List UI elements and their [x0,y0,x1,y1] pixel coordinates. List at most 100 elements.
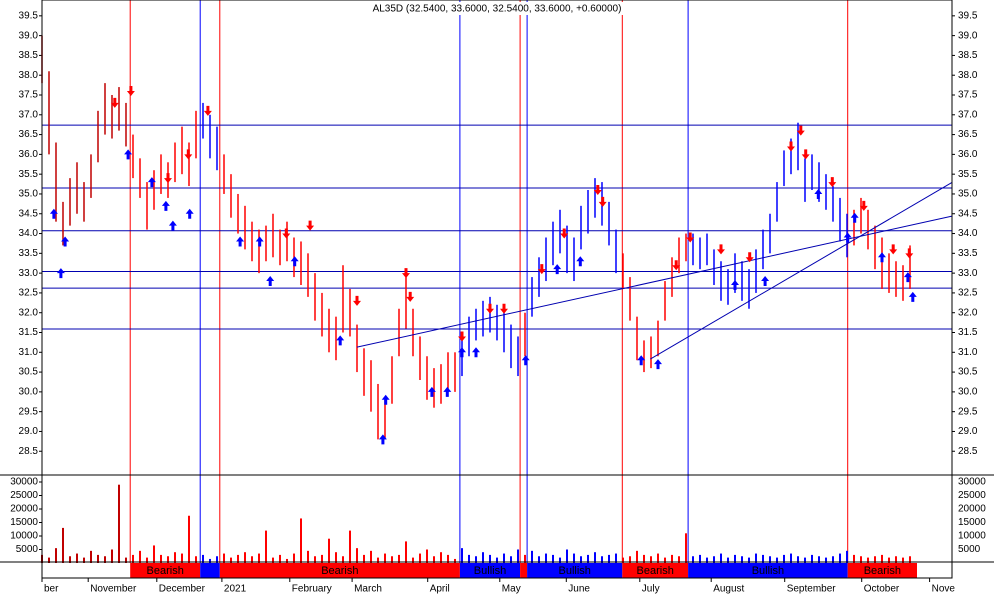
signal-arrow [878,252,886,263]
y-tick-label: 39.5 [19,10,39,21]
volume-tick-label: 15000 [10,517,38,528]
regime-band [219,563,460,578]
volume-bar [118,484,120,563]
signal-arrow [486,303,494,314]
volume-bar [706,557,708,563]
volume-bar [573,553,575,563]
frame [41,0,953,579]
signal-arrow [185,208,194,219]
volume-bar [699,554,701,563]
volume-bar [188,515,190,563]
volume-bar [468,554,470,563]
x-tick-label: December [159,584,206,594]
volume-tick-label: 25000 [958,490,986,501]
trendline [356,215,953,348]
volume-bar [55,548,57,563]
y-tick-label: 36.0 [19,149,39,160]
volume-bar [496,557,498,563]
volume-bar [545,553,547,563]
y-tick-label: 28.5 [958,446,978,457]
signal-arrow [203,105,212,116]
volume-tick-label: 30000 [10,477,38,488]
signal-arrow [184,149,193,160]
y-tick-label: 31.5 [958,327,978,338]
volume-bar [636,550,638,563]
y-tick-label: 31.5 [19,327,39,338]
y-tick-label: 34.0 [958,228,978,239]
signal-arrow [56,268,65,279]
volume-bar [797,556,799,563]
volume-bar [258,553,260,563]
volume-bar [265,530,267,563]
volume-bar [608,554,610,563]
signal-arrow [903,272,912,283]
signal-arrow [908,291,917,302]
volume-bar [363,554,365,563]
y-tick-label: 32.5 [19,288,39,299]
volume-bar [762,554,764,563]
y-tick-label: 38.5 [958,50,978,61]
volume-bar [349,530,351,563]
signal-arrow [61,236,70,247]
signal-arrow [290,256,299,267]
y-tick-label: 38.0 [958,70,978,81]
signal-arrow [126,86,135,97]
volume-bar [62,527,64,563]
volume-bar [314,556,316,563]
y-tick-label: 36.5 [958,129,978,140]
signal-arrow [255,236,264,247]
y-tick-label: 30.5 [958,367,978,378]
y-tick-label: 37.5 [958,90,978,101]
volume-bar [594,552,596,563]
volume-bar [650,556,652,563]
regime-band [527,563,623,578]
y-tick-label: 39.0 [958,30,978,41]
title-box [330,2,664,15]
volume-bar [90,550,92,563]
volume-bar [440,552,442,563]
volume-bar [727,557,729,563]
y-tick-label: 30.0 [958,387,978,398]
y-tick-label: 31.0 [19,347,39,358]
volume-tick-label: 20000 [10,504,38,515]
signal-arrow [889,244,898,255]
volume-bar [244,552,246,563]
volume-bar [881,554,883,563]
volume-bar [398,554,400,563]
volume-bar [713,556,715,563]
x-tick-label: 2021 [224,584,247,594]
signal-arrow [787,141,795,152]
signal-arrow [147,177,156,188]
volume-bar [664,557,666,563]
volume-bar [279,554,281,563]
y-tick-label: 34.5 [19,208,39,219]
y-tick-label: 30.0 [19,387,39,398]
regime-band [130,563,201,578]
signal-arrow [49,208,58,219]
signal-arrow [381,394,390,405]
signal-arrow [828,177,837,188]
signal-arrow [843,232,852,243]
x-tick-label: May [502,584,521,594]
signal-arrow [859,200,868,211]
volume-bar [461,548,463,563]
y-tick-label: 38.5 [19,50,39,61]
volume-bar [454,558,456,563]
y-tick-label: 29.5 [19,406,39,417]
y-tick-label: 29.5 [958,406,978,417]
volume-bar [167,556,169,563]
x-tick-label: October [864,584,900,594]
y-tick-label: 33.0 [958,268,978,279]
volume-bar [139,550,141,563]
volume-bar [335,552,337,563]
volume-bar [755,553,757,563]
volume-bar [83,557,85,563]
x-tick-label: June [568,584,590,594]
volume-bar [783,554,785,563]
volume-bar [223,553,225,563]
signal-arrow [654,359,662,370]
volume-bar [839,553,841,563]
y-tick-label: 35.5 [19,169,39,180]
regime-label: Bearish [321,565,358,577]
volume-bar [825,557,827,563]
